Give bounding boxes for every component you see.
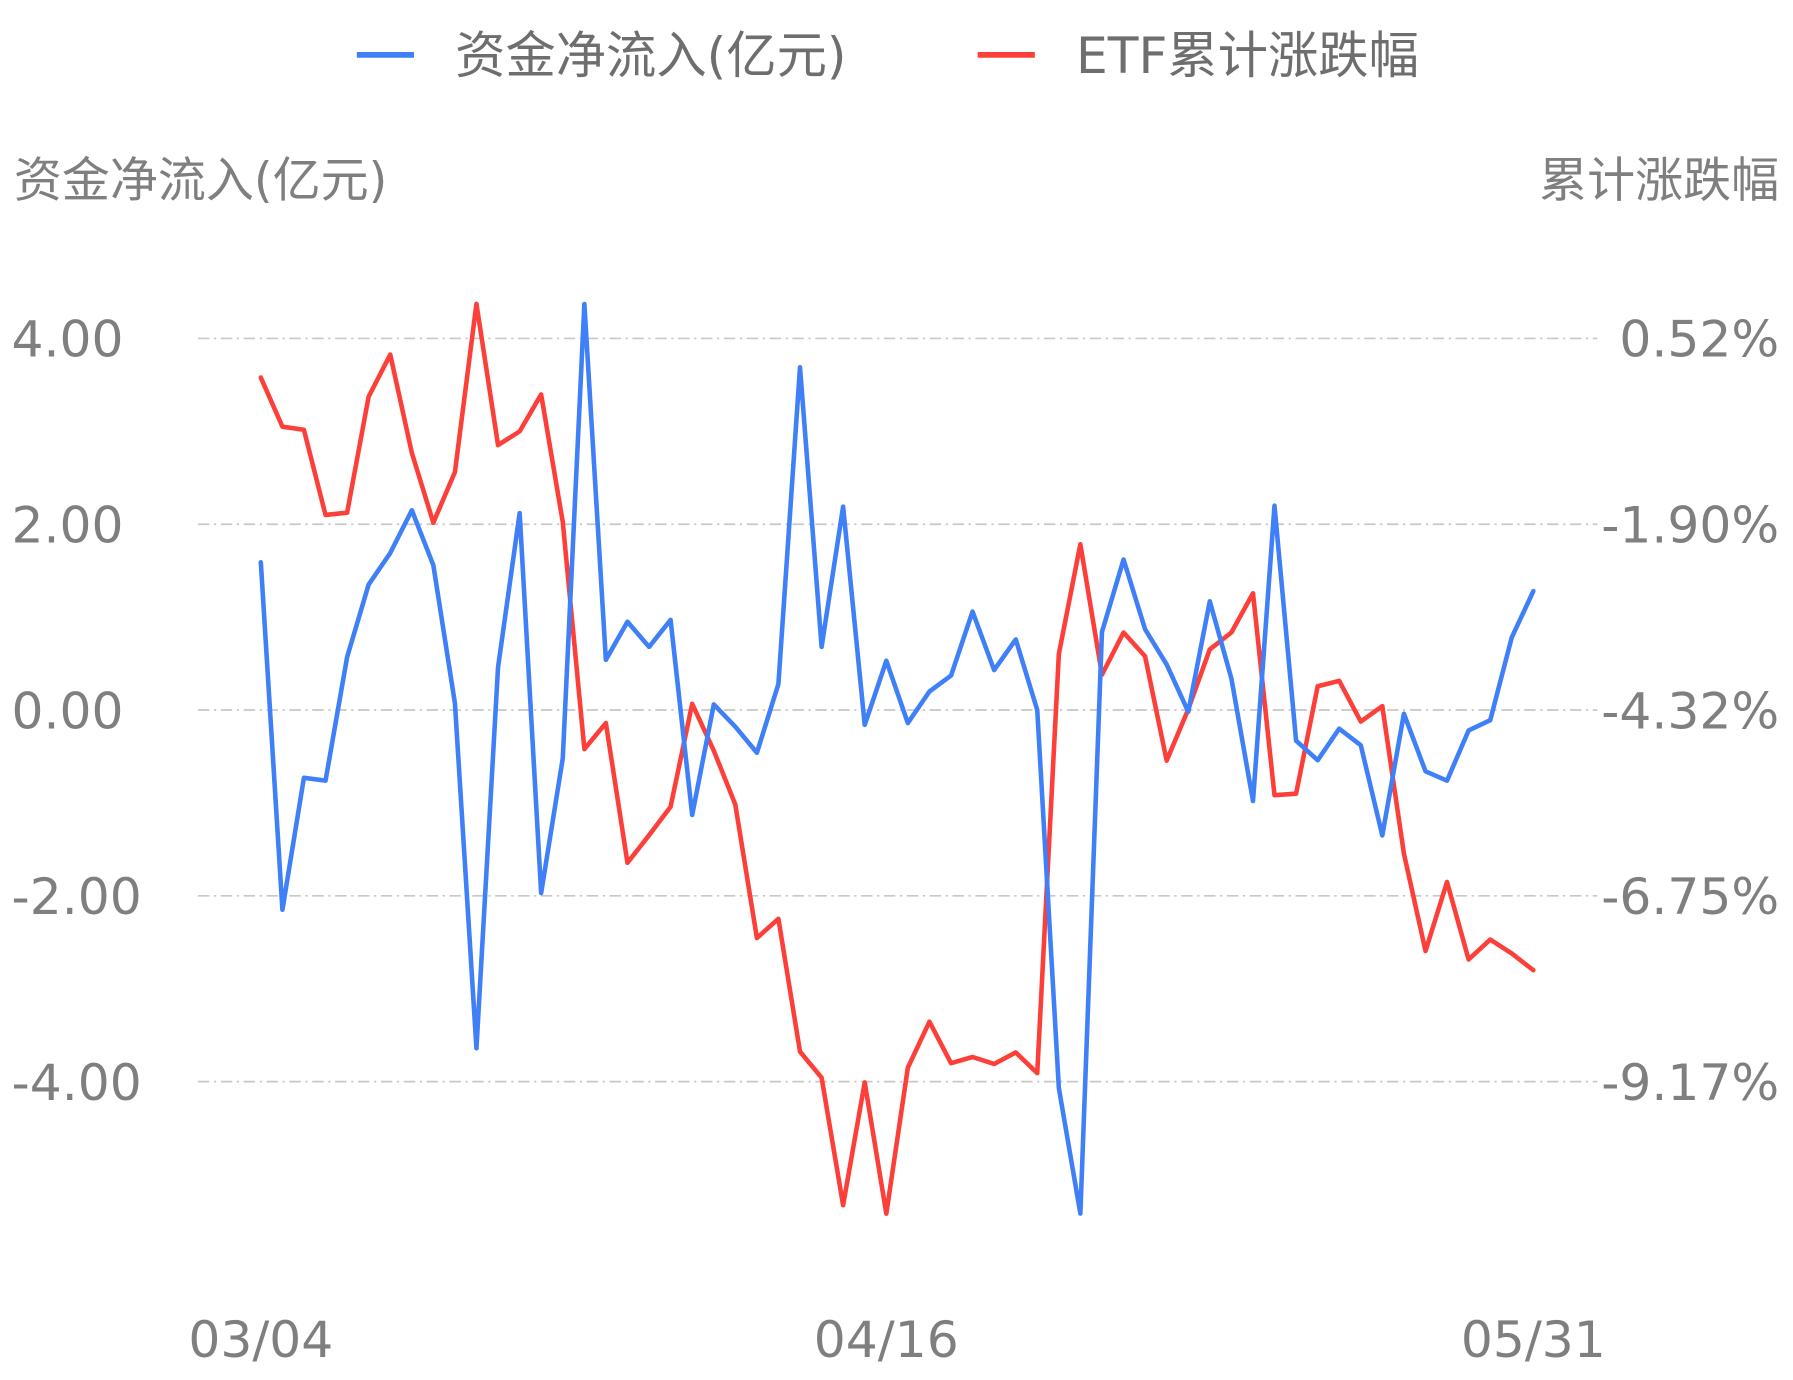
x-tick-label: 03/04 [188,1310,333,1369]
y-left-tick-label: 4.00 [12,310,124,369]
y-right-tick-label: -6.75% [1601,867,1779,926]
gridlines [197,337,1598,1083]
y-left-tick-label: 2.00 [12,496,124,555]
y-left-tick-label: 0.00 [12,681,124,740]
y-left-tick-label: -2.00 [12,867,142,926]
y-right-tick-label: 0.52% [1619,310,1779,369]
legend: 资金净流入(亿元) ETF累计涨跌幅 [356,26,1419,85]
y-left-axis-title: 资金净流入(亿元) [14,153,387,209]
series-line-etf-return [258,301,1536,1216]
series-line-net-inflow [258,301,1536,1216]
y-right-axis: 0.52% -1.90% -4.32% -6.75% -9.17% [1601,310,1779,1112]
y-right-axis-title: 累计涨跌幅 [1539,153,1779,209]
legend-item-net-inflow[interactable]: 资金净流入(亿元) [356,26,847,85]
legend-item-etf-return[interactable]: ETF累计涨跌幅 [977,26,1419,85]
y-right-tick-label: -4.32% [1601,681,1779,740]
x-axis: 03/04 04/16 05/31 [188,1310,1605,1369]
y-left-tick-label: -4.00 [12,1053,142,1112]
x-tick-label: 04/16 [814,1310,959,1369]
series-lines [258,301,1536,1216]
legend-label-net-inflow: 资金净流入(亿元) [455,26,846,85]
legend-label-etf-return: ETF累计涨跌幅 [1076,26,1419,85]
x-tick-label: 05/31 [1461,1310,1606,1369]
y-right-tick-label: -9.17% [1601,1053,1779,1112]
y-right-tick-label: -1.90% [1601,496,1779,555]
y-left-axis: 4.00 2.00 0.00 -2.00 -4.00 [12,310,142,1112]
